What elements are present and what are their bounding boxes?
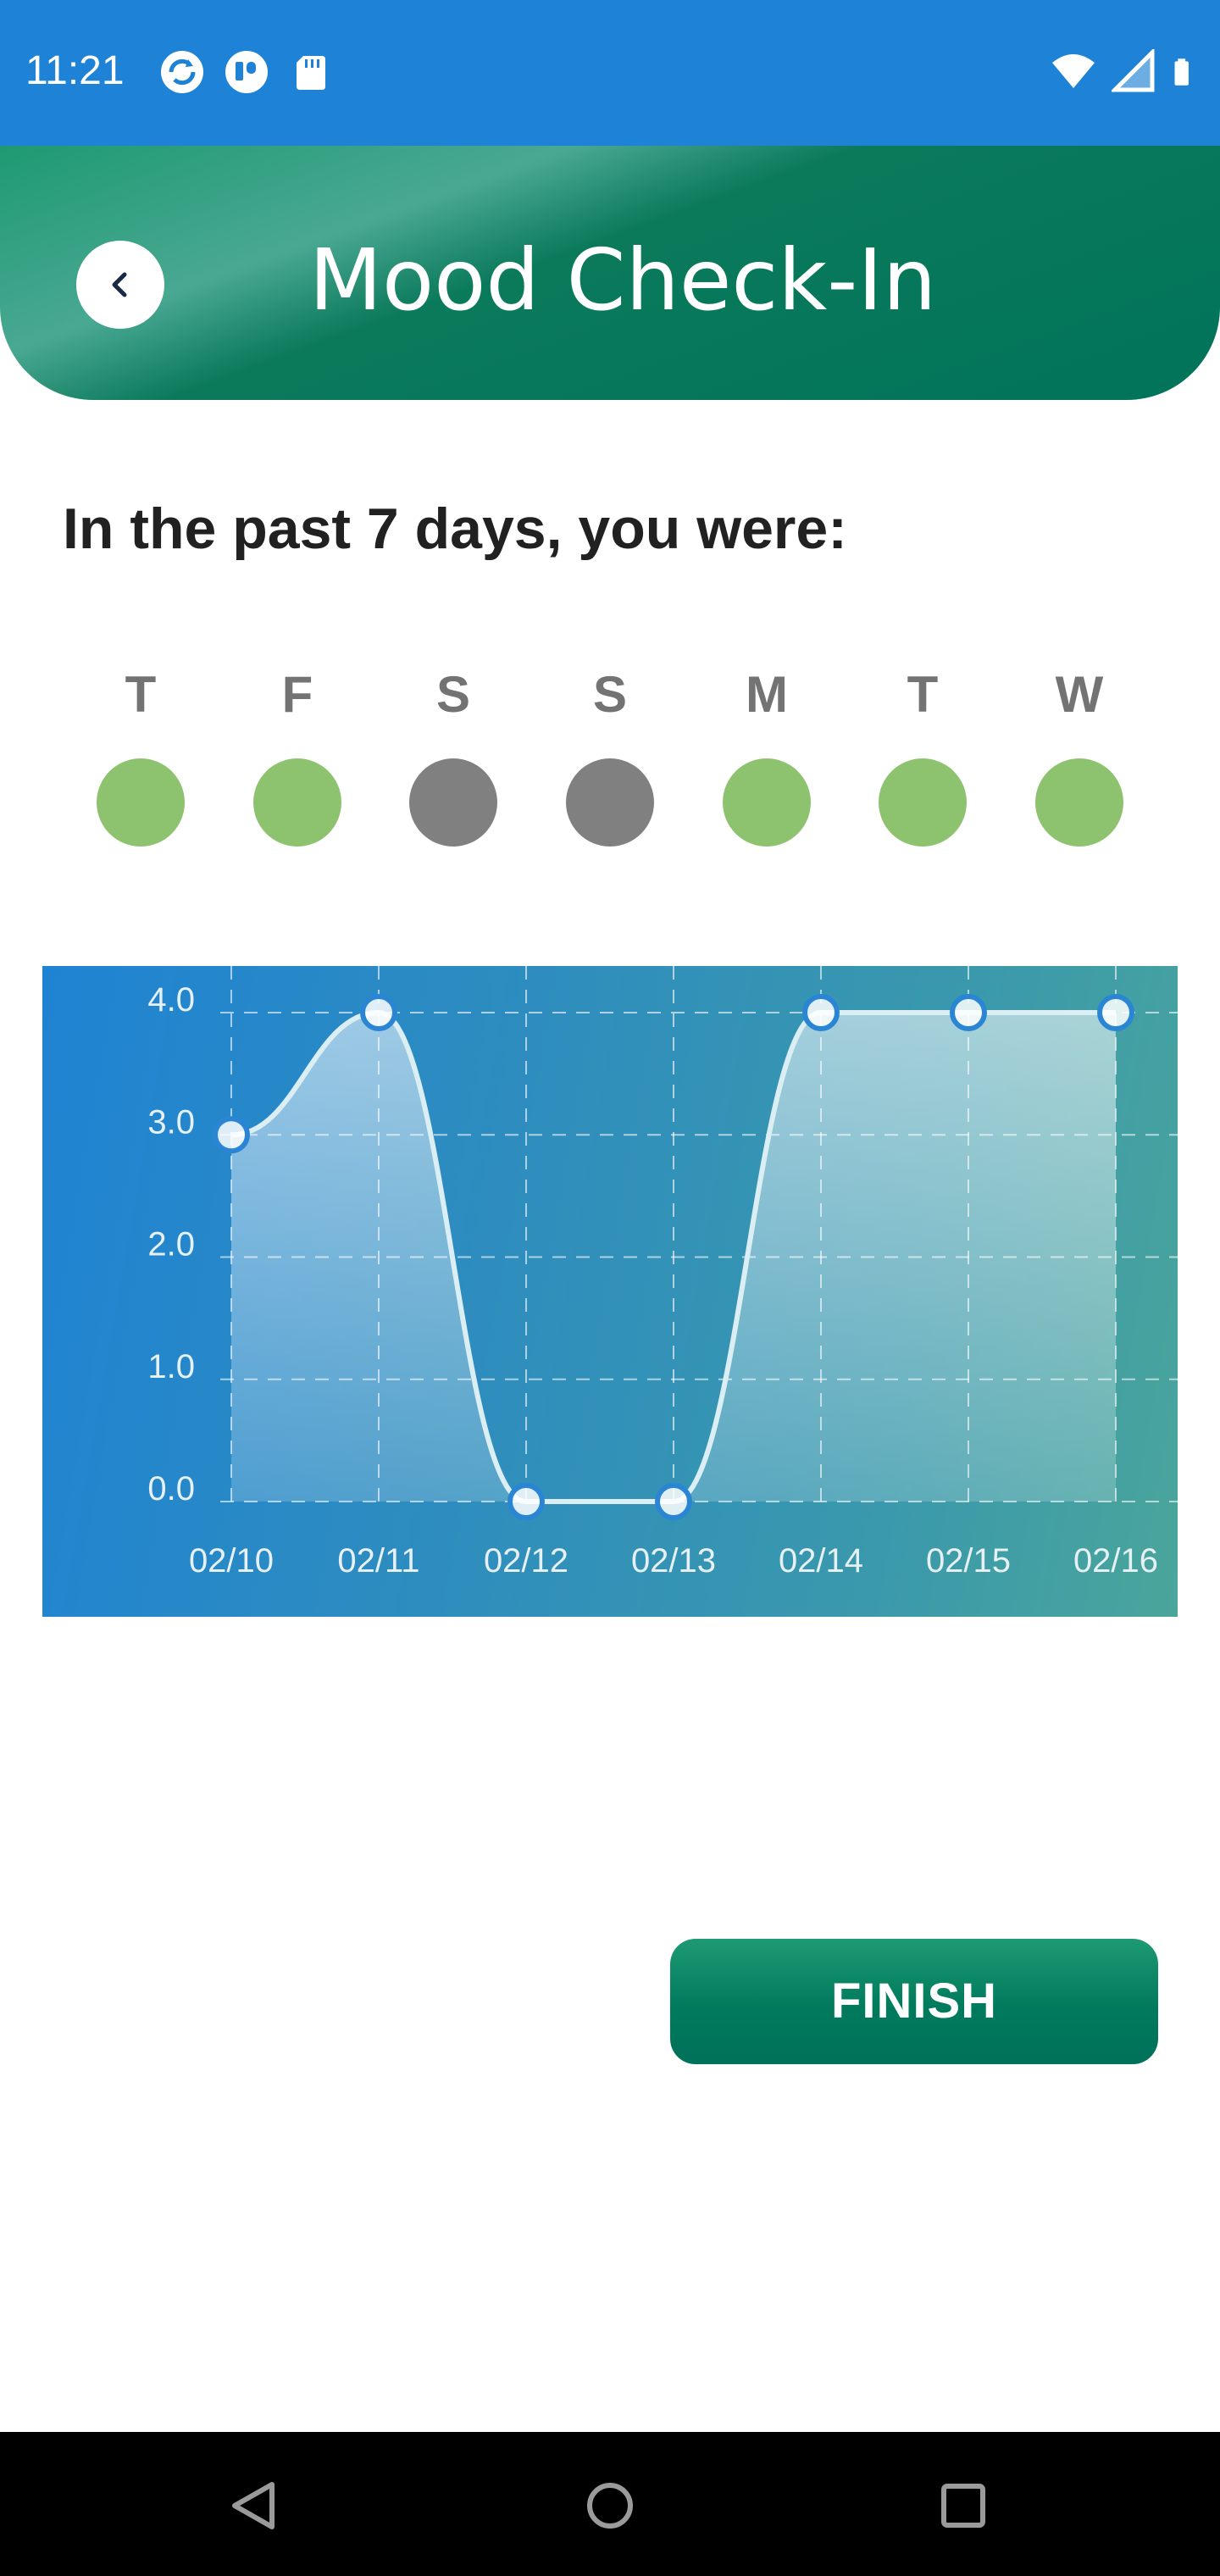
back-icon[interactable] [216,2468,292,2544]
day-letter: S [435,666,471,723]
back-button[interactable] [76,241,164,329]
data-point[interactable] [213,1116,250,1154]
status-bar: 11:21 [0,0,1220,146]
x-tick-label: 02/12 [484,1542,568,1579]
chevron-left-icon [112,272,127,297]
y-tick-label: 3.0 [147,1103,195,1141]
day-column: F [247,665,348,847]
chart-area [231,1013,1116,1502]
mood-dot [97,758,185,847]
day-letter: F [281,666,313,723]
day-column: T [872,665,973,847]
recents-icon[interactable] [925,2468,1001,2544]
mood-dot [723,758,811,847]
wifi-icon [1052,54,1095,88]
pocket-icon [225,51,268,93]
finish-button[interactable]: FINISH [670,1939,1158,2064]
x-tick-label: 02/16 [1073,1542,1158,1579]
data-point[interactable] [655,1483,692,1520]
y-tick-label: 0.0 [147,1470,195,1507]
page-title: Mood Check-In [308,230,937,330]
x-tick-label: 02/10 [189,1542,274,1579]
day-letter: T [907,666,939,723]
day-letter: S [592,666,628,723]
system-nav-bar [0,2432,1220,2576]
day-letter: W [1055,666,1104,723]
x-tick-label: 02/15 [926,1542,1011,1579]
mood-dot [1035,758,1123,847]
status-icons-right [1051,49,1201,95]
x-tick-label: 02/11 [337,1542,419,1579]
battery-icon [1174,58,1189,86]
x-tick-label: 02/13 [631,1542,716,1579]
cell-signal-icon [1112,49,1155,92]
home-icon[interactable] [572,2468,648,2544]
mood-chart: 0.0 1.0 2.0 3.0 4.0 02/10 02/11 02/12 02/13 02/14… [42,966,1178,1617]
app-header: Mood Check-In [0,146,1220,400]
mood-dot [879,758,967,847]
y-tick-label: 2.0 [147,1226,195,1263]
day-letter: M [746,666,788,723]
data-point[interactable] [507,1483,545,1520]
day-column: W [1029,665,1130,847]
day-column: S [559,665,661,847]
status-icons-left [159,49,334,95]
status-time: 11:21 [25,48,125,93]
data-point[interactable] [802,994,840,1031]
prompt-heading: In the past 7 days, you were: [63,497,847,561]
mood-dot [409,758,497,847]
sd-card-icon [297,56,325,90]
y-tick-label: 1.0 [147,1348,195,1385]
day-column: T [90,665,191,847]
data-point[interactable] [1097,994,1134,1031]
day-column: S [402,665,504,847]
x-tick-label: 02/14 [779,1542,863,1579]
mood-dot [566,758,654,847]
data-point[interactable] [950,994,987,1031]
day-letter: T [125,666,157,723]
y-tick-label: 4.0 [147,981,195,1019]
day-column: M [716,665,818,847]
mood-dot [253,758,341,847]
mood-chart-svg: 0.0 1.0 2.0 3.0 4.0 02/10 02/11 02/12 02/13 02/14… [147,966,1178,1579]
sync-icon [161,51,203,93]
data-point[interactable] [360,994,397,1031]
